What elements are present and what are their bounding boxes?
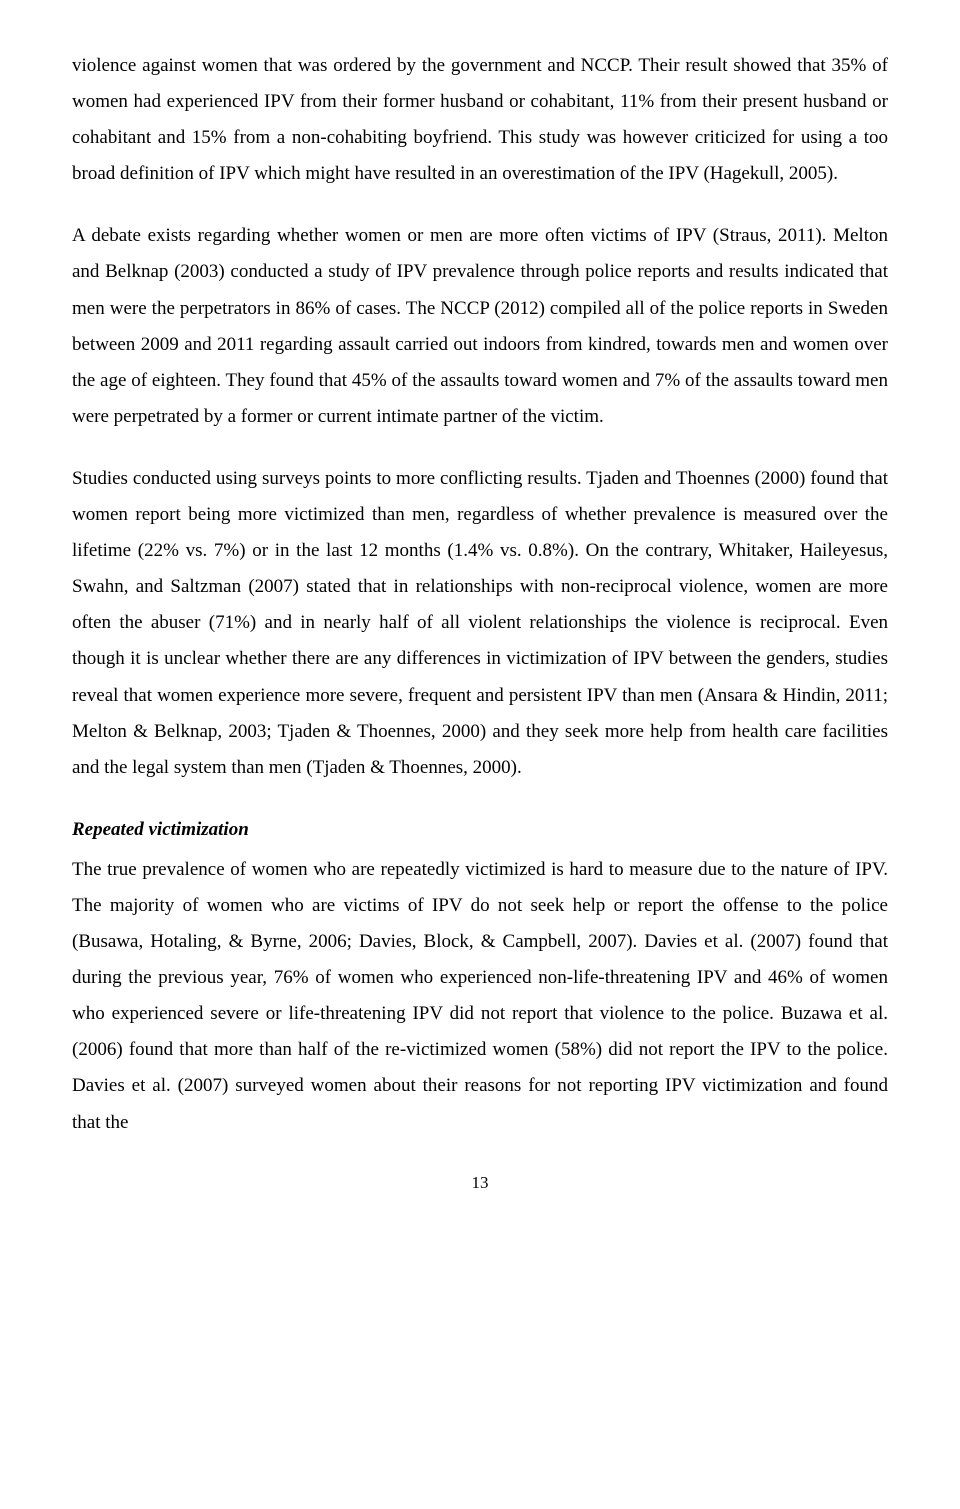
section-heading-repeated-victimization: Repeated victimization [72,812,888,848]
body-paragraph-1: violence against women that was ordered … [72,48,888,192]
body-paragraph-3: Studies conducted using surveys points t… [72,461,888,786]
body-paragraph-2: A debate exists regarding whether women … [72,218,888,435]
page-number: 13 [72,1167,888,1199]
body-paragraph-4: The true prevalence of women who are rep… [72,852,888,1141]
